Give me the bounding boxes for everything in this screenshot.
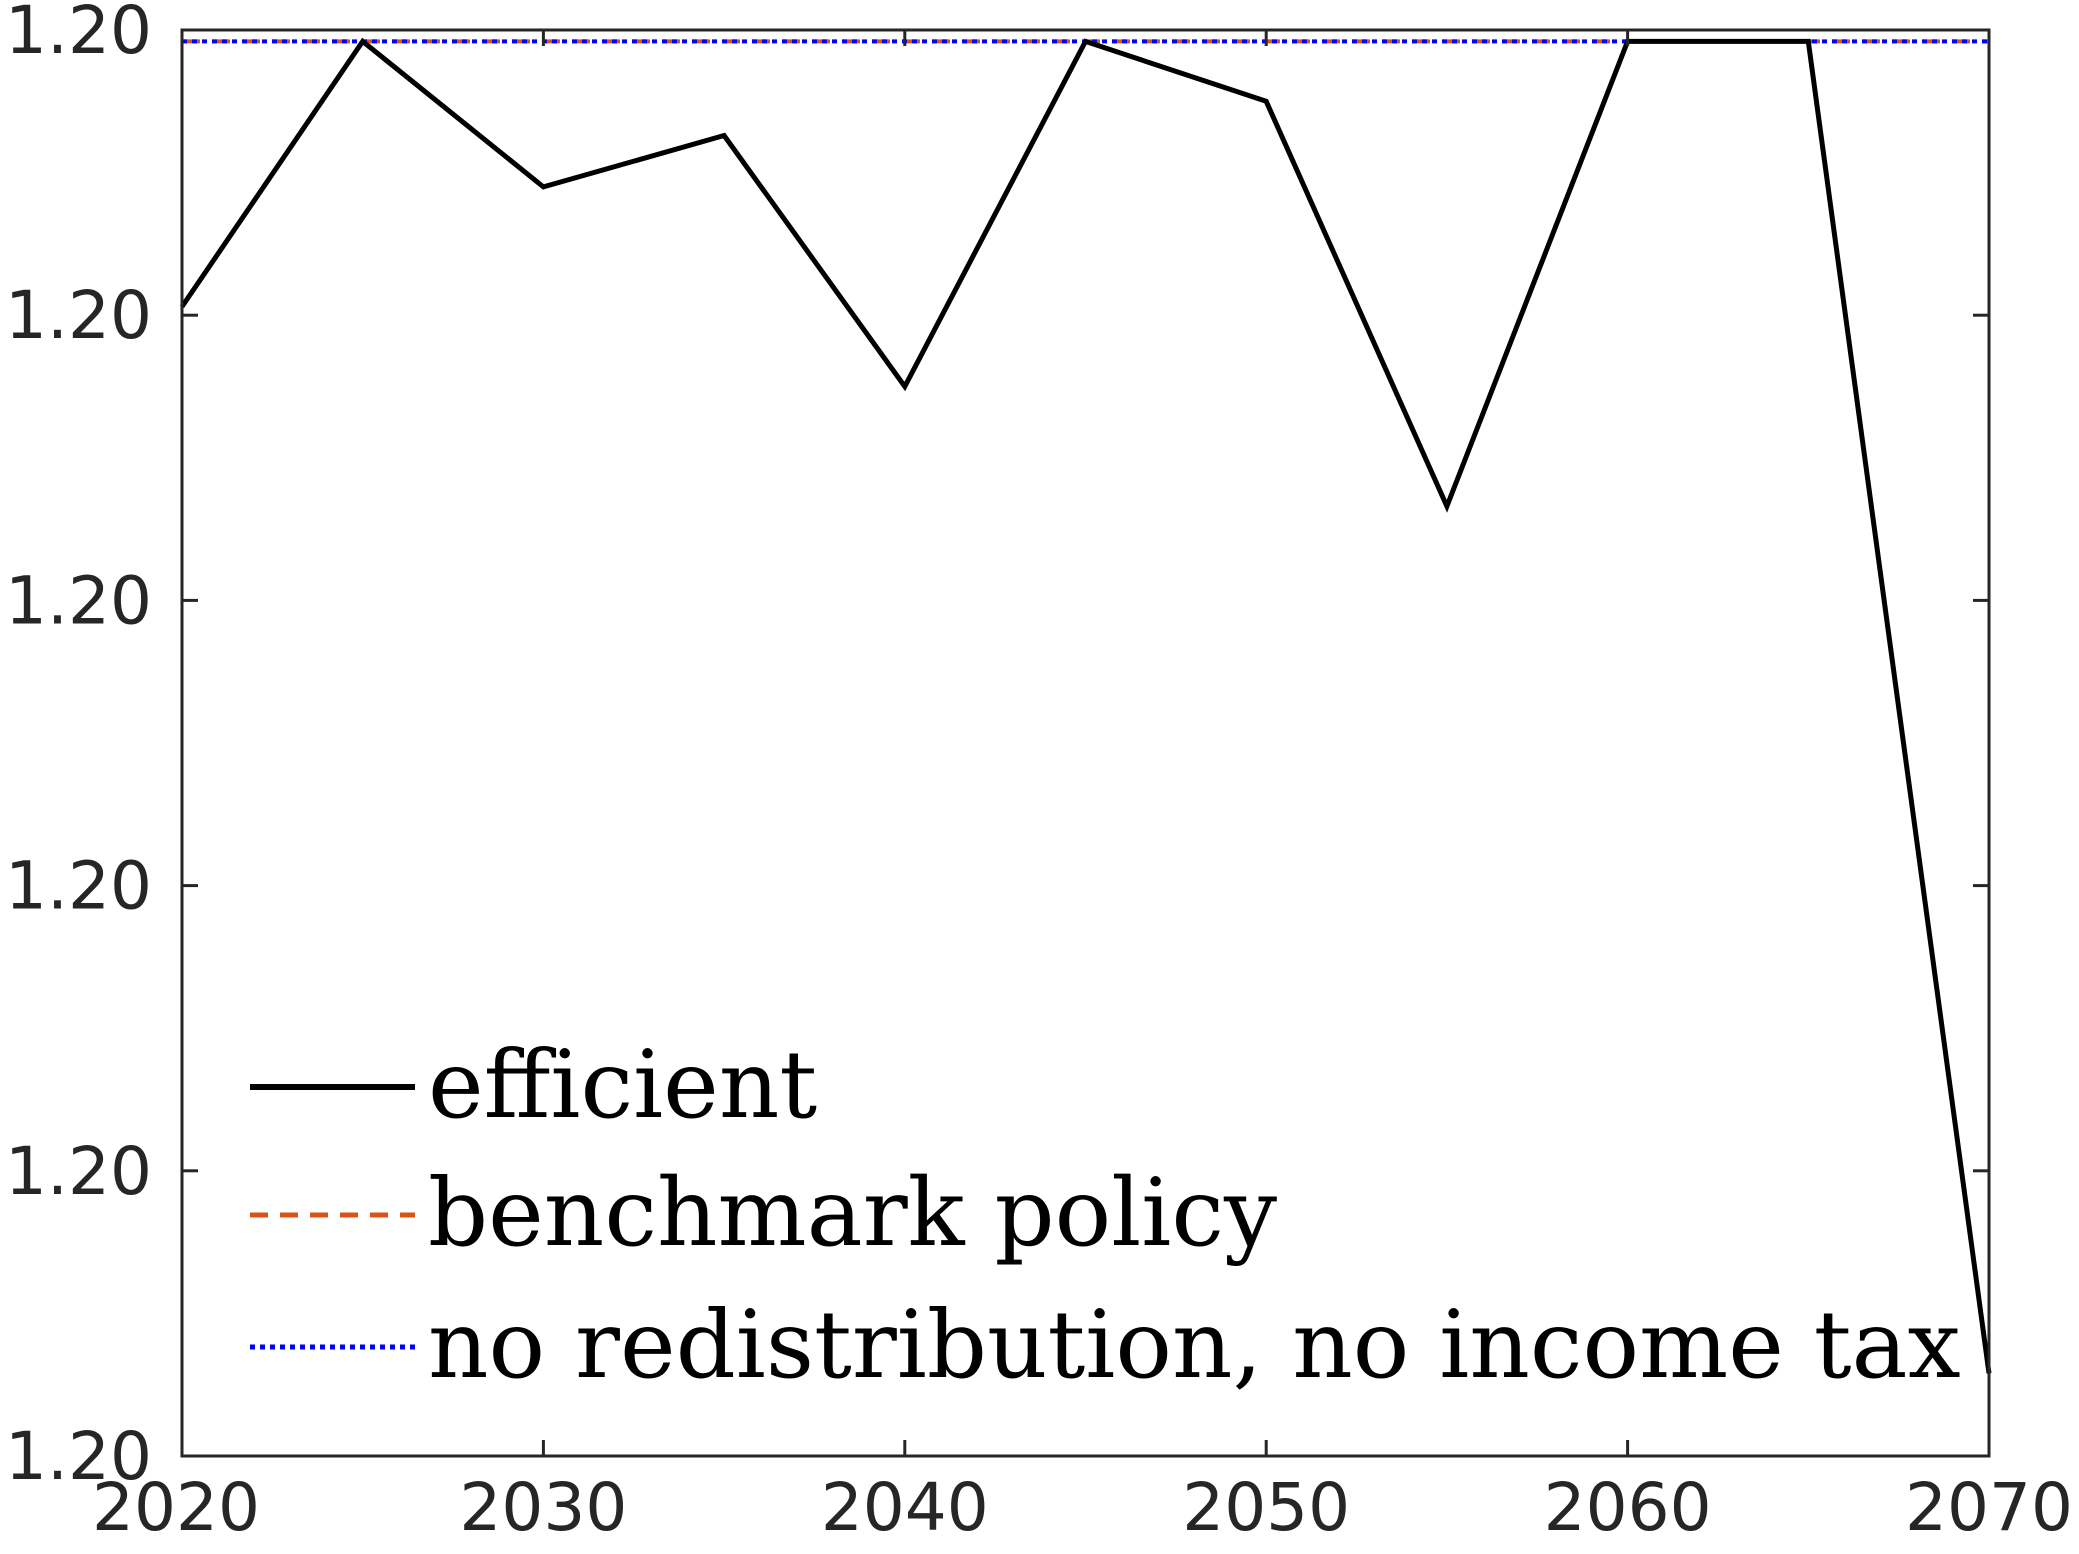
y-tick-label: 1.20 <box>5 1418 152 1495</box>
y-tick-label: 1.20 <box>5 562 152 639</box>
legend-label: efficient <box>428 1031 817 1140</box>
x-tick-label: 2050 <box>1182 1469 1350 1546</box>
y-tick-label: 1.20 <box>5 848 152 925</box>
y-tick-label: 1.20 <box>5 0 152 69</box>
x-tick-label: 2020 <box>92 1469 260 1546</box>
y-tick-label: 1.20 <box>5 277 152 354</box>
x-tick-label: 2060 <box>1544 1469 1712 1546</box>
x-tick-label: 2070 <box>1905 1469 2073 1546</box>
series-line-efficient <box>179 37 1992 1374</box>
legend-label: benchmark policy <box>428 1159 1277 1268</box>
plot-area <box>182 30 1989 1456</box>
x-tick-label: 2030 <box>459 1469 627 1546</box>
ticks-layer: 2020 2030 2040 2050 2060 2070 1.20 1.20 1.20 1.20… <box>5 0 2073 1546</box>
y-tick-label: 1.20 <box>5 1133 152 1210</box>
x-tick-label: 2040 <box>821 1469 989 1546</box>
series-layer <box>179 37 1992 1374</box>
legend: efficient benchmark policy no redistributi… <box>250 1031 1961 1400</box>
legend-label: no redistribution, no income tax <box>428 1291 1961 1400</box>
axes-box <box>180 28 1991 1458</box>
